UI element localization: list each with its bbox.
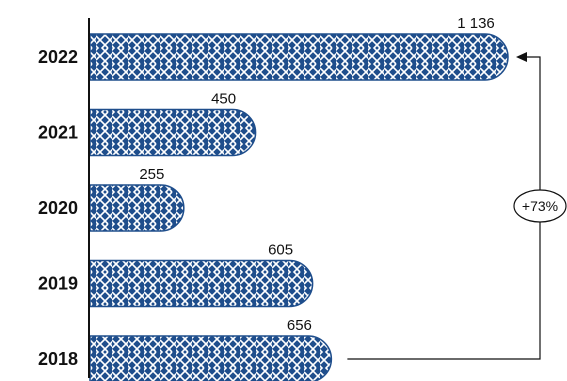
bar-2021 [89, 108, 257, 157]
bar-2022 [89, 33, 509, 81]
value-label-2018: 656 [287, 317, 312, 334]
year-label-2022: 2022 [38, 47, 78, 67]
value-label-2019: 605 [268, 242, 293, 259]
growth-bubble [513, 189, 567, 223]
year-label-2021: 2021 [38, 123, 78, 143]
value-labels-group: 1 136 450 255 605 656 [139, 15, 494, 334]
year-labels-group: 2022 2021 2020 2019 2018 [38, 47, 78, 369]
bar-2018 [89, 335, 333, 381]
growth-label: +73% [522, 198, 558, 214]
growth-bracket-line [347, 56, 541, 360]
growth-annotation: +73% [347, 52, 567, 360]
value-label-2021: 450 [211, 91, 236, 108]
year-label-2019: 2019 [38, 274, 78, 294]
year-label-2020: 2020 [38, 198, 78, 218]
growth-arrowhead [516, 52, 527, 62]
bar-2020 [89, 184, 185, 232]
year-label-2018: 2018 [38, 349, 78, 369]
value-label-2020: 255 [139, 166, 164, 183]
bar-2019 [89, 259, 314, 308]
bars-group [89, 33, 509, 381]
value-label-2022: 1 136 [457, 15, 495, 32]
